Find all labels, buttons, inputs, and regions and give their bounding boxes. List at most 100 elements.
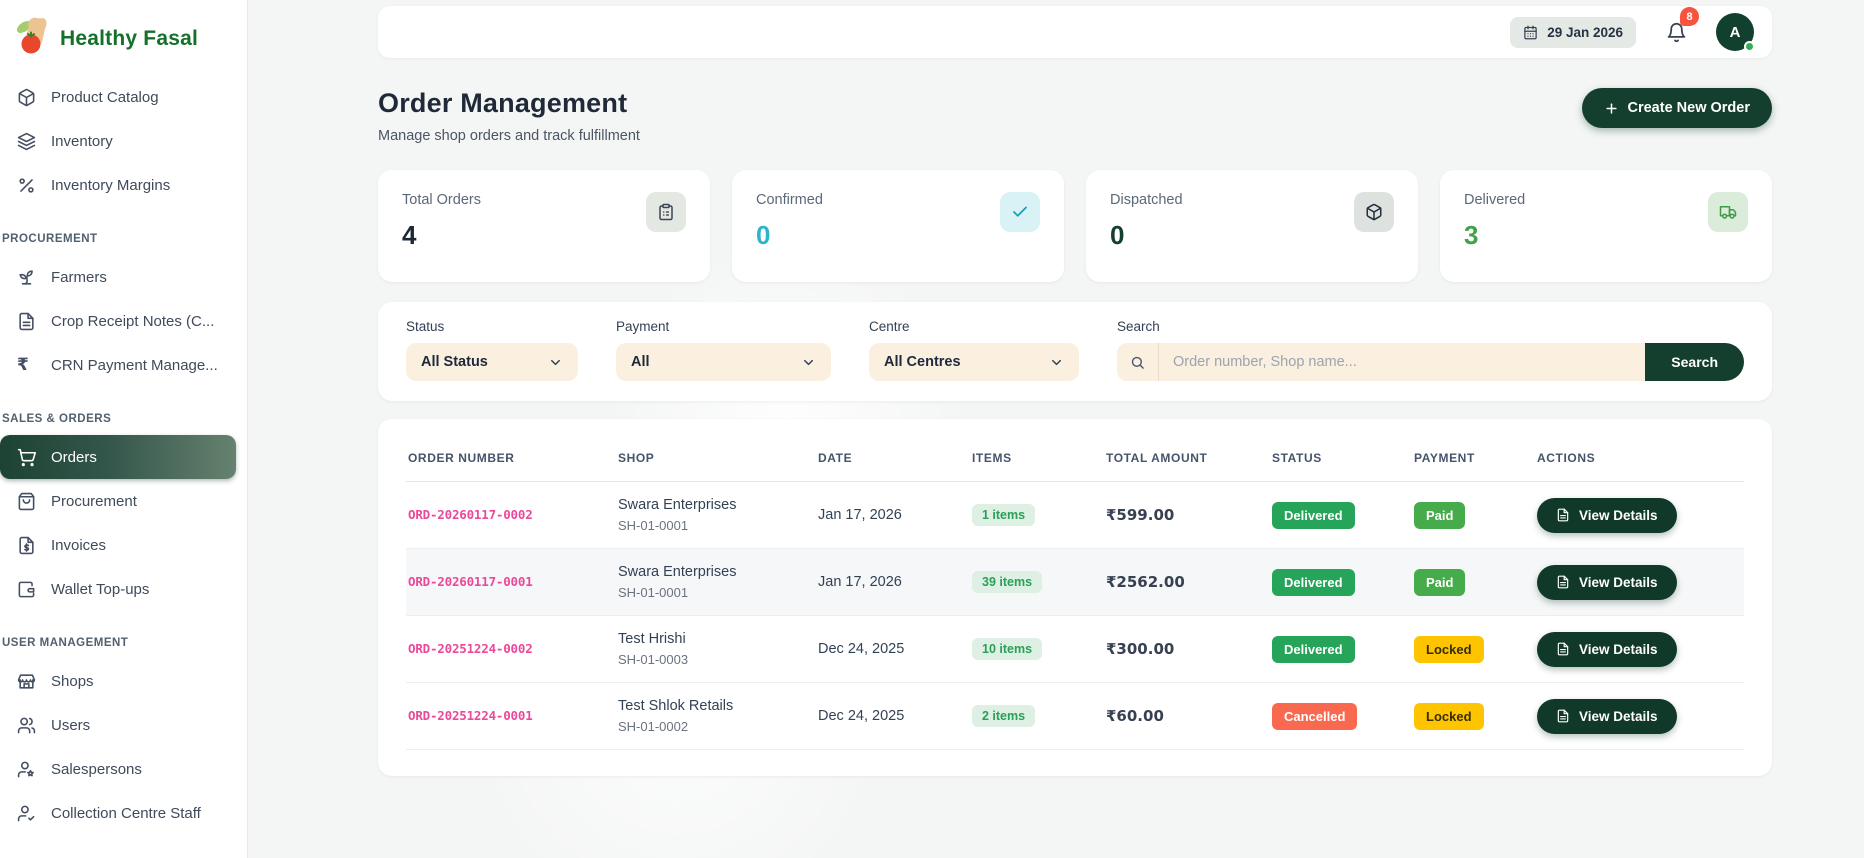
order-number[interactable]: ORD-20260117-0002 xyxy=(408,507,533,522)
sidebar-item-collection-centre-staff[interactable]: Collection Centre Staff xyxy=(0,791,247,835)
status-filter-select[interactable]: All Status xyxy=(406,343,578,381)
stat-label: Delivered xyxy=(1464,192,1526,208)
payment-filter-value: All xyxy=(631,354,650,370)
sidebar: Healthy Fasal Product Catalog Inventory … xyxy=(0,0,248,858)
order-number[interactable]: ORD-20260117-0001 xyxy=(408,574,533,589)
store-icon xyxy=(17,672,36,691)
invoice-icon xyxy=(17,536,36,555)
view-details-label: View Details xyxy=(1579,708,1658,724)
online-status-dot xyxy=(1744,41,1755,52)
sidebar-item-label: Inventory xyxy=(51,132,113,150)
stat-card-delivered: Delivered 3 xyxy=(1440,170,1772,282)
sidebar-item-wallet-topups[interactable]: Wallet Top-ups xyxy=(0,567,247,611)
sidebar-item-label: Orders xyxy=(51,448,97,466)
shop-code: SH-01-0001 xyxy=(618,518,689,533)
total-amount: ₹2562.00 xyxy=(1098,548,1264,616)
items-badge: 39 items xyxy=(972,571,1043,593)
file-icon xyxy=(1557,575,1569,589)
items-badge: 1 items xyxy=(972,504,1036,526)
shop-name: Test Shlok Retails xyxy=(618,698,734,714)
payment-badge: Locked xyxy=(1414,635,1484,663)
topbar: 29 Jan 2026 8 A xyxy=(378,6,1772,58)
shop-name: Swara Enterprises xyxy=(618,497,737,513)
sidebar-item-inventory-margins[interactable]: Inventory Margins xyxy=(0,163,247,207)
payment-filter-select[interactable]: All xyxy=(616,343,831,381)
status-badge: Cancelled xyxy=(1272,702,1358,730)
items-badge: 2 items xyxy=(972,705,1036,727)
total-amount: ₹300.00 xyxy=(1098,615,1264,683)
payment-badge: Paid xyxy=(1414,568,1466,596)
sidebar-item-label: CRN Payment Manage... xyxy=(51,356,218,374)
sidebar-item-label: Procurement xyxy=(51,492,137,510)
package-icon xyxy=(1354,192,1394,232)
payment-filter-label: Payment xyxy=(616,319,670,334)
stat-value: 0 xyxy=(756,220,771,250)
sidebar-item-procurement[interactable]: Procurement xyxy=(0,479,247,523)
sidebar-item-crop-receipt-notes[interactable]: Crop Receipt Notes (C... xyxy=(0,299,247,343)
notifications-button[interactable]: 8 xyxy=(1656,7,1699,52)
search-button[interactable]: Search xyxy=(1645,343,1744,381)
status-filter-label: Status xyxy=(406,319,445,334)
truck-icon xyxy=(1708,192,1748,232)
sidebar-item-farmers[interactable]: Farmers xyxy=(0,255,247,299)
avatar[interactable]: A xyxy=(1716,13,1755,52)
order-date: Dec 24, 2025 xyxy=(810,682,964,750)
view-details-button[interactable]: View Details xyxy=(1537,564,1677,600)
table-row: ORD-20251224-0001 Test Shlok Retails SH-… xyxy=(406,682,1744,750)
file-icon xyxy=(1557,709,1569,723)
date-chip[interactable]: 29 Jan 2026 xyxy=(1510,16,1636,48)
table-header-row: ORDER NUMBER SHOP DATE ITEMS TOTAL AMOUN… xyxy=(406,437,1744,482)
status-badge: Delivered xyxy=(1272,501,1355,529)
users-icon xyxy=(17,716,36,735)
file-icon xyxy=(1557,642,1569,656)
view-details-button[interactable]: View Details xyxy=(1537,497,1677,533)
payment-badge: Locked xyxy=(1414,702,1484,730)
percent-icon xyxy=(17,176,36,195)
file-icon xyxy=(1557,508,1569,522)
sidebar-item-inventory[interactable]: Inventory xyxy=(0,119,247,163)
sidebar-item-users[interactable]: Users xyxy=(0,703,247,747)
shop-name: Test Hrishi xyxy=(618,631,686,647)
sidebar-item-salespersons[interactable]: Salespersons xyxy=(0,747,247,791)
main-content: 29 Jan 2026 8 A Order Management Manage … xyxy=(248,0,1864,858)
sidebar-item-invoices[interactable]: Invoices xyxy=(0,523,247,567)
sprout-icon xyxy=(17,268,36,287)
brand-logo-icon xyxy=(14,16,54,61)
total-amount: ₹60.00 xyxy=(1098,682,1264,750)
sidebar-item-orders[interactable]: Orders xyxy=(0,435,236,479)
brand-logo: Healthy Fasal xyxy=(0,10,247,75)
search-icon xyxy=(1117,343,1159,381)
bell-icon xyxy=(1667,22,1685,42)
view-details-button[interactable]: View Details xyxy=(1537,631,1677,667)
centre-filter-select[interactable]: All Centres xyxy=(869,343,1079,381)
col-total-amount: TOTAL AMOUNT xyxy=(1098,437,1264,482)
view-details-button[interactable]: View Details xyxy=(1537,698,1677,734)
order-number[interactable]: ORD-20251224-0001 xyxy=(408,708,533,723)
search-input[interactable] xyxy=(1159,354,1646,370)
create-new-order-button[interactable]: Create New Order xyxy=(1581,88,1772,128)
page-subtitle: Manage shop orders and track fulfillment xyxy=(378,128,640,144)
order-number[interactable]: ORD-20251224-0002 xyxy=(408,641,533,656)
view-details-label: View Details xyxy=(1579,574,1658,590)
col-order-number: ORDER NUMBER xyxy=(406,437,610,482)
order-date: Jan 17, 2026 xyxy=(810,481,964,549)
stat-label: Confirmed xyxy=(756,192,823,208)
sidebar-item-crn-payment[interactable]: ₹ CRN Payment Manage... xyxy=(0,343,247,387)
chevron-down-icon xyxy=(804,359,813,365)
sidebar-item-product-catalog[interactable]: Product Catalog xyxy=(0,75,247,119)
col-date: DATE xyxy=(810,437,964,482)
sidebar-item-label: Collection Centre Staff xyxy=(51,804,201,822)
sidebar-item-label: Shops xyxy=(51,672,94,690)
avatar-initial: A xyxy=(1729,23,1741,41)
status-badge: Delivered xyxy=(1272,635,1355,663)
rupee-icon: ₹ xyxy=(17,355,29,375)
stat-label: Total Orders xyxy=(402,192,481,208)
table-row: ORD-20260117-0001 Swara Enterprises SH-0… xyxy=(406,548,1744,616)
user-star-icon xyxy=(17,760,36,779)
view-details-label: View Details xyxy=(1579,641,1658,657)
col-status: STATUS xyxy=(1264,437,1406,482)
sidebar-item-shops[interactable]: Shops xyxy=(0,659,247,703)
sidebar-item-label: Crop Receipt Notes (C... xyxy=(51,312,215,330)
search-label: Search xyxy=(1117,319,1160,334)
sidebar-item-label: Farmers xyxy=(51,268,107,286)
